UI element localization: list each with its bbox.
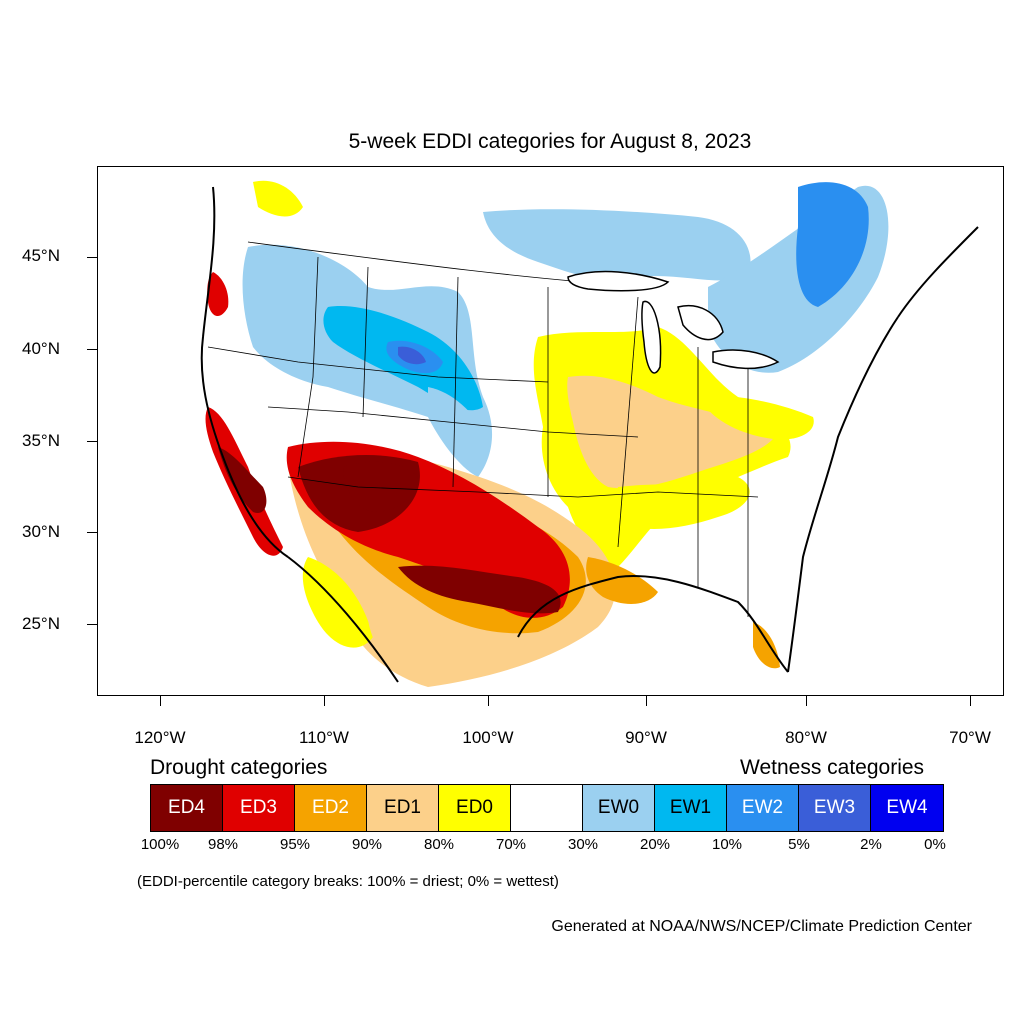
percentile-label: 80%: [423, 836, 455, 853]
eddi-map: [200, 180, 979, 687]
region-ew3-wyoming-core: [398, 346, 426, 365]
lat-label-45: 45°N: [22, 246, 60, 265]
lon-tick: [806, 696, 807, 706]
lat-label-35: 35°N: [22, 431, 60, 450]
lat-tick: [87, 441, 97, 442]
great-lakes: [567, 270, 780, 374]
legend-box-ed1: ED1: [367, 785, 439, 831]
legend-box-ed2: ED2: [295, 785, 367, 831]
percentile-label: 95%: [279, 836, 311, 853]
percentile-label: 90%: [351, 836, 383, 853]
percentile-label: 10%: [711, 836, 743, 853]
legend-box-ed0: ED0: [439, 785, 511, 831]
percentile-label: 70%: [495, 836, 527, 853]
region-ed2-louisiana: [586, 557, 658, 604]
region-ew0-upper-midwest: [483, 209, 751, 281]
map-title: 5-week EDDI categories for August 8, 202…: [348, 130, 752, 153]
lon-tick: [324, 696, 325, 706]
lon-tick: [160, 696, 161, 706]
lon-label-80w: 80°W: [785, 728, 827, 747]
lat-tick: [87, 349, 97, 350]
region-ew0-kansas: [428, 387, 490, 468]
lat-label-25: 25°N: [22, 614, 60, 633]
lon-label-110w: 110°W: [299, 728, 349, 747]
region-ew2-northeast: [796, 182, 869, 307]
region-ed0-southeast: [616, 477, 750, 529]
lat-tick: [87, 532, 97, 533]
coastlines: [200, 186, 979, 683]
lat-label-30: 30°N: [22, 522, 60, 541]
percentile-label: 5%: [788, 836, 810, 853]
region-ed1-ohio-valley: [567, 375, 778, 489]
region-ed1-mexico: [367, 597, 458, 666]
legend-box-ew4: EW4: [871, 785, 943, 831]
region-ed0-ohio: [698, 395, 814, 440]
percentile-label: 30%: [567, 836, 599, 853]
region-ed4-texas: [398, 565, 561, 614]
percentile-label: 0%: [924, 836, 946, 853]
category-note: (EDDI-percentile category breaks: 100% =…: [137, 873, 559, 890]
legend-box-ew3: EW3: [799, 785, 871, 831]
percentile-label: 20%: [639, 836, 671, 853]
legend-bar: ED4 ED3 ED2 ED1 ED0 EW0 EW1 EW2 EW3 EW4: [150, 784, 944, 832]
lon-label-90w: 90°W: [625, 728, 667, 747]
wetness-heading: Wetness categories: [740, 756, 925, 779]
region-ed2-florida: [753, 622, 780, 669]
legend-box-neutral: [511, 785, 583, 831]
region-ed3-oregon: [207, 272, 229, 317]
lon-label-70w: 70°W: [949, 728, 991, 747]
lon-tick: [970, 696, 971, 706]
legend-box-ew0: EW0: [583, 785, 655, 831]
lat-tick: [87, 257, 97, 258]
drought-heading: Drought categories: [150, 756, 328, 779]
map-frame: [97, 166, 1004, 696]
lat-label-40: 40°N: [22, 339, 60, 358]
region-ed4-california: [218, 447, 267, 513]
legend-box-ew2: EW2: [727, 785, 799, 831]
lon-label-120w: 120°W: [134, 728, 186, 747]
legend-box-ew1: EW1: [655, 785, 727, 831]
legend-box-ed4: ED4: [151, 785, 223, 831]
percentile-label: 100%: [140, 836, 180, 853]
lon-tick: [488, 696, 489, 706]
lon-label-100w: 100°W: [462, 728, 514, 747]
region-ed4-new-mexico: [343, 461, 418, 512]
region-ed1-illinois: [576, 381, 618, 428]
lat-tick: [87, 624, 97, 625]
percentile-label: 98%: [207, 836, 239, 853]
legend-box-ed3: ED3: [223, 785, 295, 831]
lon-tick: [646, 696, 647, 706]
percentile-label: 2%: [860, 836, 882, 853]
region-ed0-oregon: [253, 180, 303, 217]
credit-line: Generated at NOAA/NWS/NCEP/Climate Predi…: [551, 918, 972, 935]
